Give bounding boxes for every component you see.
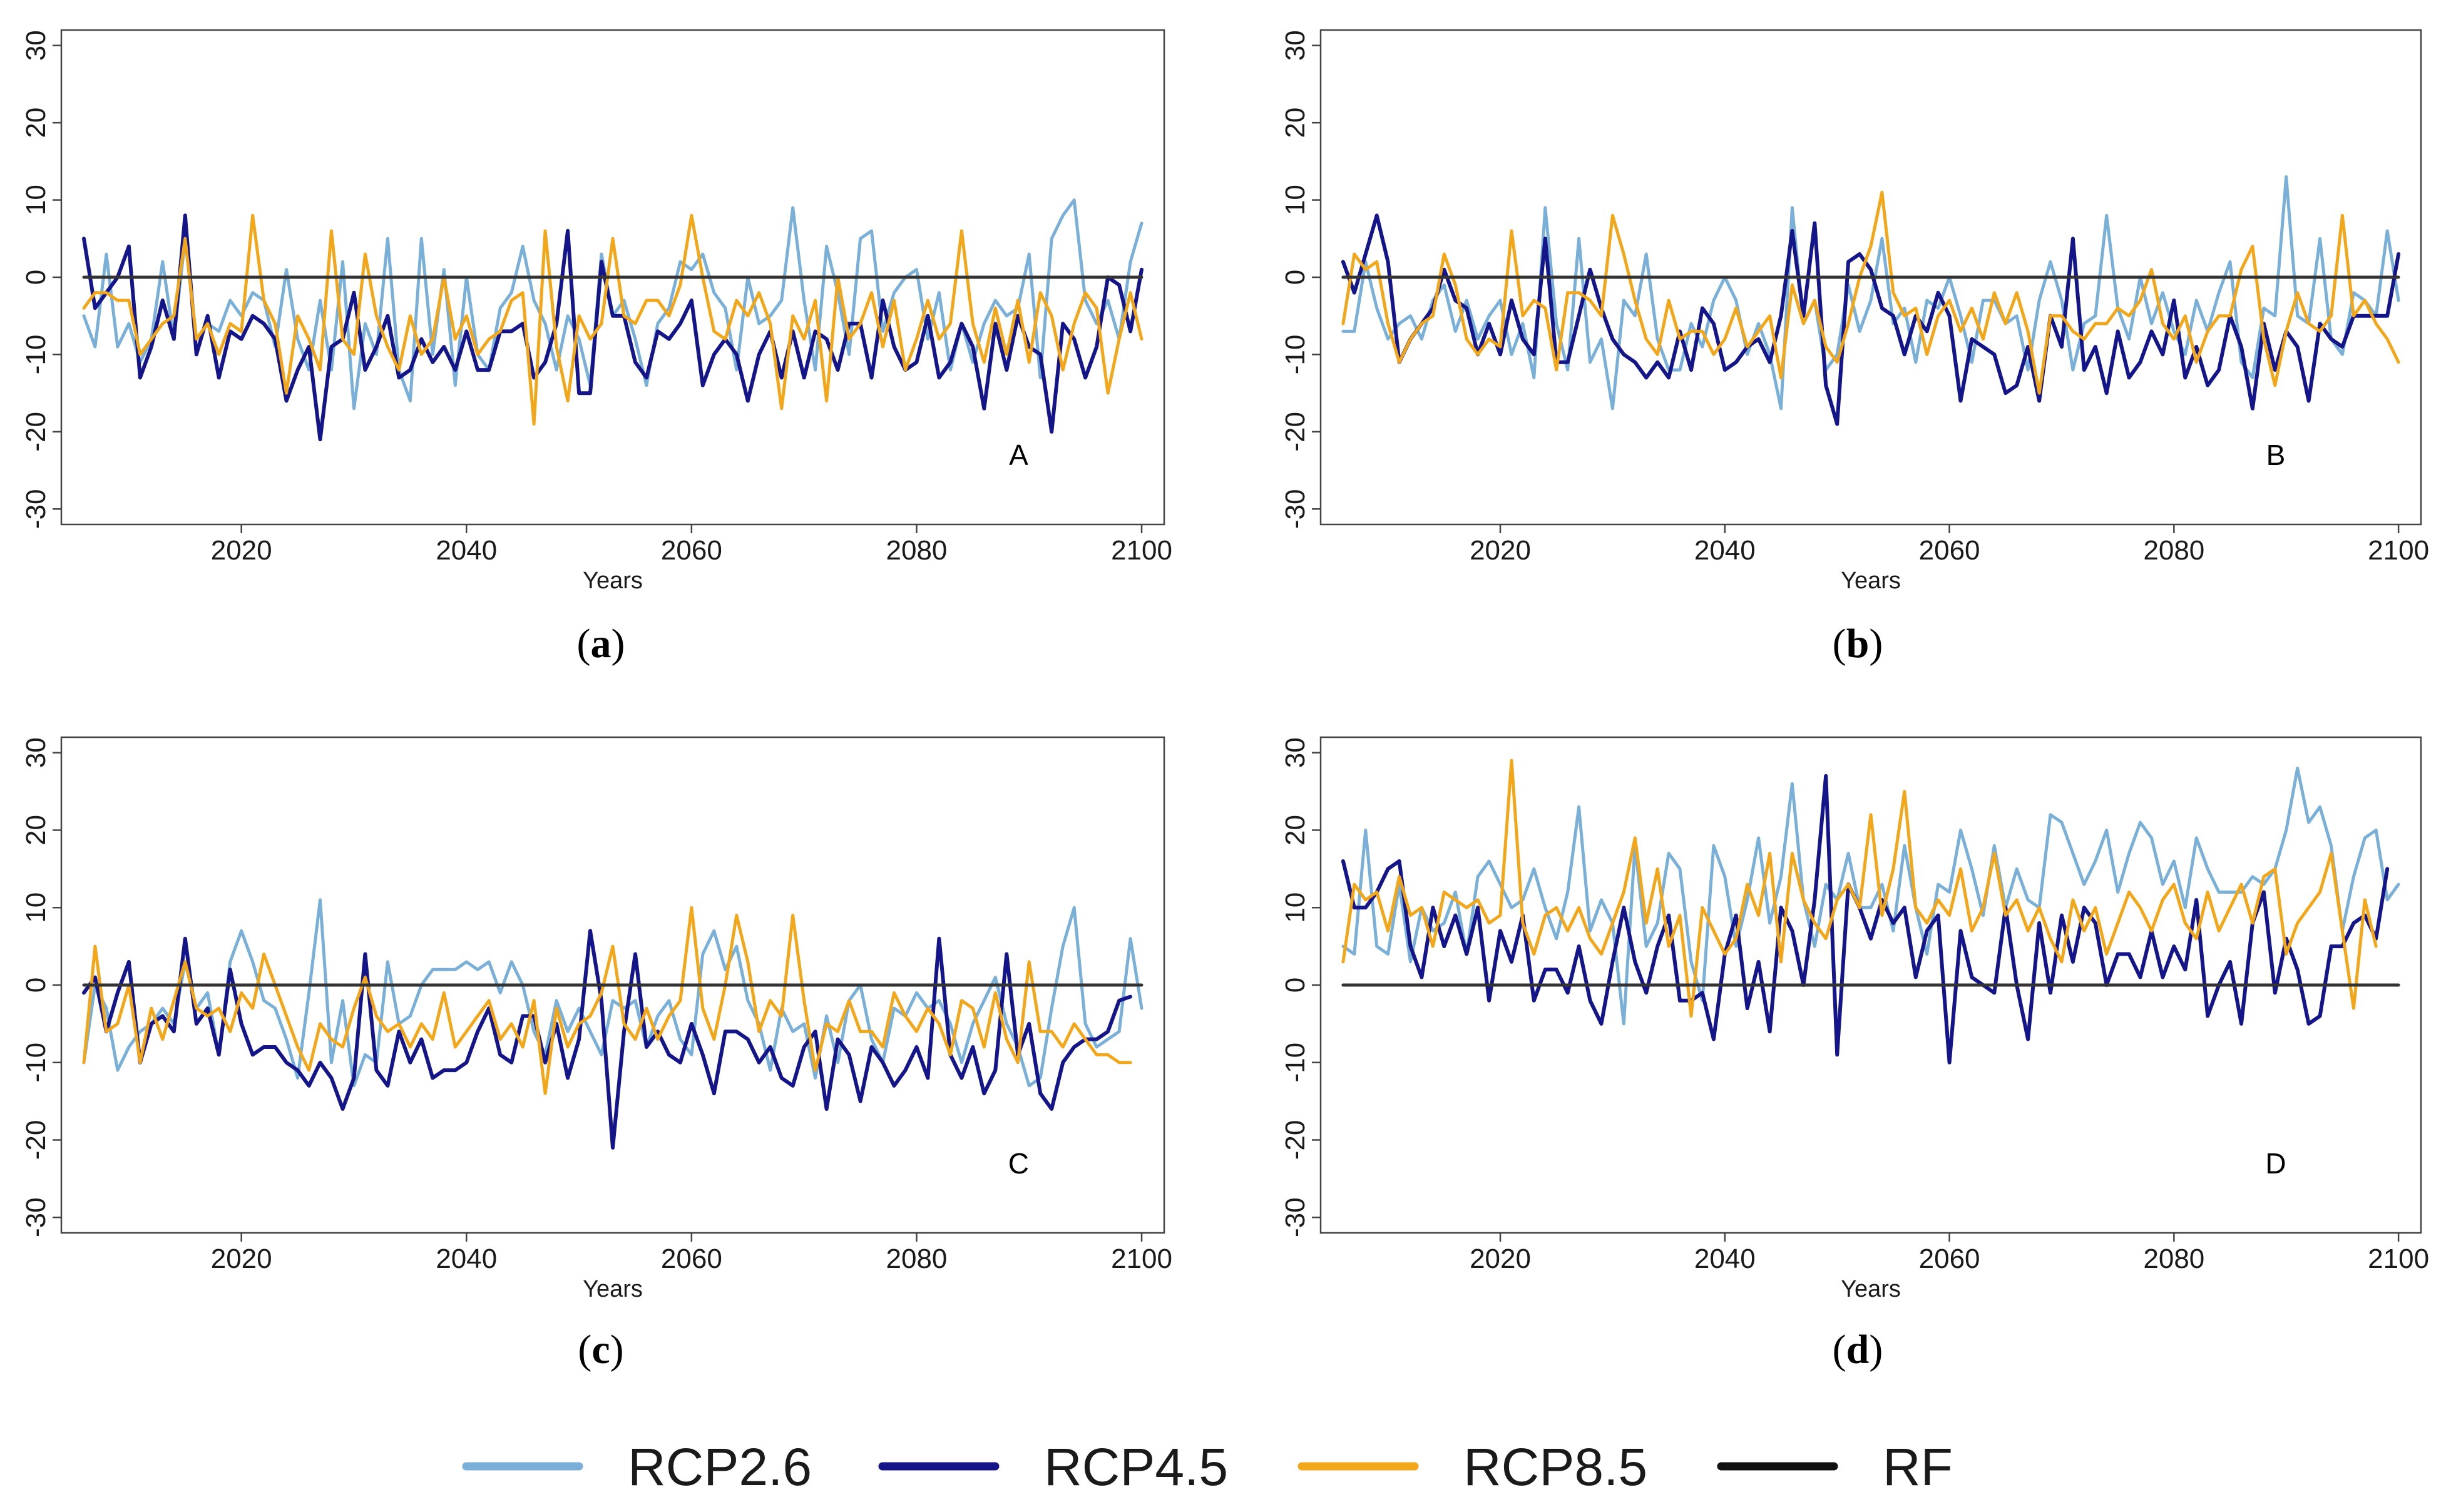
x-tick-label: 2080 [886,1244,948,1274]
y-tick-label: -20 [1280,412,1311,452]
y-tick-label: -30 [1280,489,1311,529]
series-line-rcp85 [82,213,1144,426]
x-tick-label: 2020 [211,535,272,566]
y-tick-label: 0 [21,270,51,285]
legend-label: RCP2.6 [628,1438,812,1496]
x-tick-label: 2060 [1919,535,1980,566]
x-axis-title: Years [1841,568,1901,594]
panel-c: -30 -20 -10 0 10 20 30 2020 2040 2060 2080 2100 Year… [21,736,1172,1302]
x-axis-title: Years [583,568,643,594]
panel-caption: (a) [577,621,625,667]
panel-caption: (b) [1833,621,1883,667]
x-tick-label: 2020 [1470,1244,1531,1274]
x-tick-label: 2040 [1694,1244,1756,1274]
caption-close-paren: ) [1869,621,1883,667]
series-line-rcp45 [1341,774,2390,1065]
x-tick-label: 2060 [1919,1244,1980,1274]
y-tick-label: -10 [21,1043,51,1083]
panel-letter: A [1009,439,1028,471]
caption-letter: d [1846,1327,1870,1372]
caption-open-paren: ( [1833,1327,1846,1372]
legend-label: RCP4.5 [1044,1438,1228,1496]
x-tick-label: 2020 [1470,535,1531,566]
caption-close-paren: ) [1869,1327,1883,1372]
y-tick-label: 30 [21,30,51,61]
panel-caption: (c) [578,1327,623,1372]
x-tick-label: 2020 [211,1244,272,1274]
y-tick-label: 20 [1280,815,1311,845]
series-line-rcp26 [1341,175,2400,411]
y-tick-label: -20 [21,412,51,452]
series-line-rcp85 [1341,190,2400,395]
x-tick-label: 2040 [436,535,497,566]
y-tick-label: 20 [21,815,51,845]
y-tick-label: 0 [1280,978,1311,993]
legend: RCP2.6 RCP4.5 RCP8.5 RF [462,1438,1953,1496]
caption-close-paren: ) [612,621,625,667]
series-line-rcp26 [1341,767,2400,1026]
y-tick-label: 30 [21,737,51,768]
y-tick-label: 10 [1280,185,1311,215]
caption-letter: b [1846,621,1870,667]
y-tick-label: -10 [21,335,51,375]
series-line-rcp45 [1341,213,2401,426]
x-tick-label: 2100 [1111,1244,1172,1274]
x-tick-label: 2080 [2143,1244,2204,1274]
panel-letter: B [2266,439,2286,471]
series-line-rcp45 [82,929,1133,1150]
y-tick-label: -30 [1280,1197,1311,1237]
caption-open-paren: ( [1833,621,1846,667]
y-tick-label: -30 [21,1197,51,1237]
x-tick-label: 2100 [2368,535,2429,566]
caption-letter: c [591,1327,610,1372]
caption-letter: a [591,621,612,667]
y-tick-label: -30 [21,489,51,529]
x-axis-title: Years [1841,1276,1901,1302]
x-tick-label: 2080 [886,535,948,566]
x-tick-label: 2100 [1111,535,1172,566]
panel-a: -30 -20 -10 0 10 20 30 2020 2040 2060 2080 2100 Year… [21,29,1172,594]
y-tick-label: -20 [21,1120,51,1160]
caption-open-paren: ( [578,1327,591,1372]
y-tick-label: -20 [1280,1120,1311,1160]
y-tick-label: 10 [21,185,51,215]
x-axis-title: Years [583,1276,643,1302]
x-tick-label: 2100 [2368,1244,2429,1274]
x-tick-label: 2060 [661,1244,722,1274]
legend-label: RF [1883,1438,1953,1496]
series-line-rcp85 [1341,759,2378,1018]
y-tick-label: 20 [21,108,51,138]
y-tick-label: 30 [1280,737,1311,768]
y-tick-label: 30 [1280,30,1311,61]
y-tick-label: 0 [21,978,51,993]
caption-close-paren: ) [610,1327,624,1372]
y-tick-label: 10 [1280,892,1311,923]
series-line-rcp45 [82,213,1144,442]
series-line-rcp85 [82,906,1132,1095]
caption-open-paren: ( [577,621,591,667]
y-tick-label: 20 [1280,108,1311,138]
panel-letter: D [2265,1147,2286,1180]
series-line-rcp26 [82,898,1144,1088]
panel-letter: C [1008,1147,1029,1180]
y-tick-label: -10 [1280,335,1311,375]
y-tick-label: -10 [1280,1043,1311,1083]
x-tick-label: 2040 [1694,535,1756,566]
x-tick-label: 2060 [661,535,722,566]
panel-d: -30 -20 -10 0 10 20 30 2020 2040 2060 2080 2100 Year… [1280,736,2429,1302]
y-tick-label: 0 [1280,270,1311,285]
y-tick-label: 10 [21,892,51,923]
panel-b: -30 -20 -10 0 10 20 30 2020 2040 2060 2080 2100 Year… [1280,29,2429,594]
legend-label: RCP8.5 [1463,1438,1647,1496]
x-tick-label: 2080 [2143,535,2204,566]
x-tick-label: 2040 [436,1244,497,1274]
panel-caption: (d) [1833,1327,1883,1372]
